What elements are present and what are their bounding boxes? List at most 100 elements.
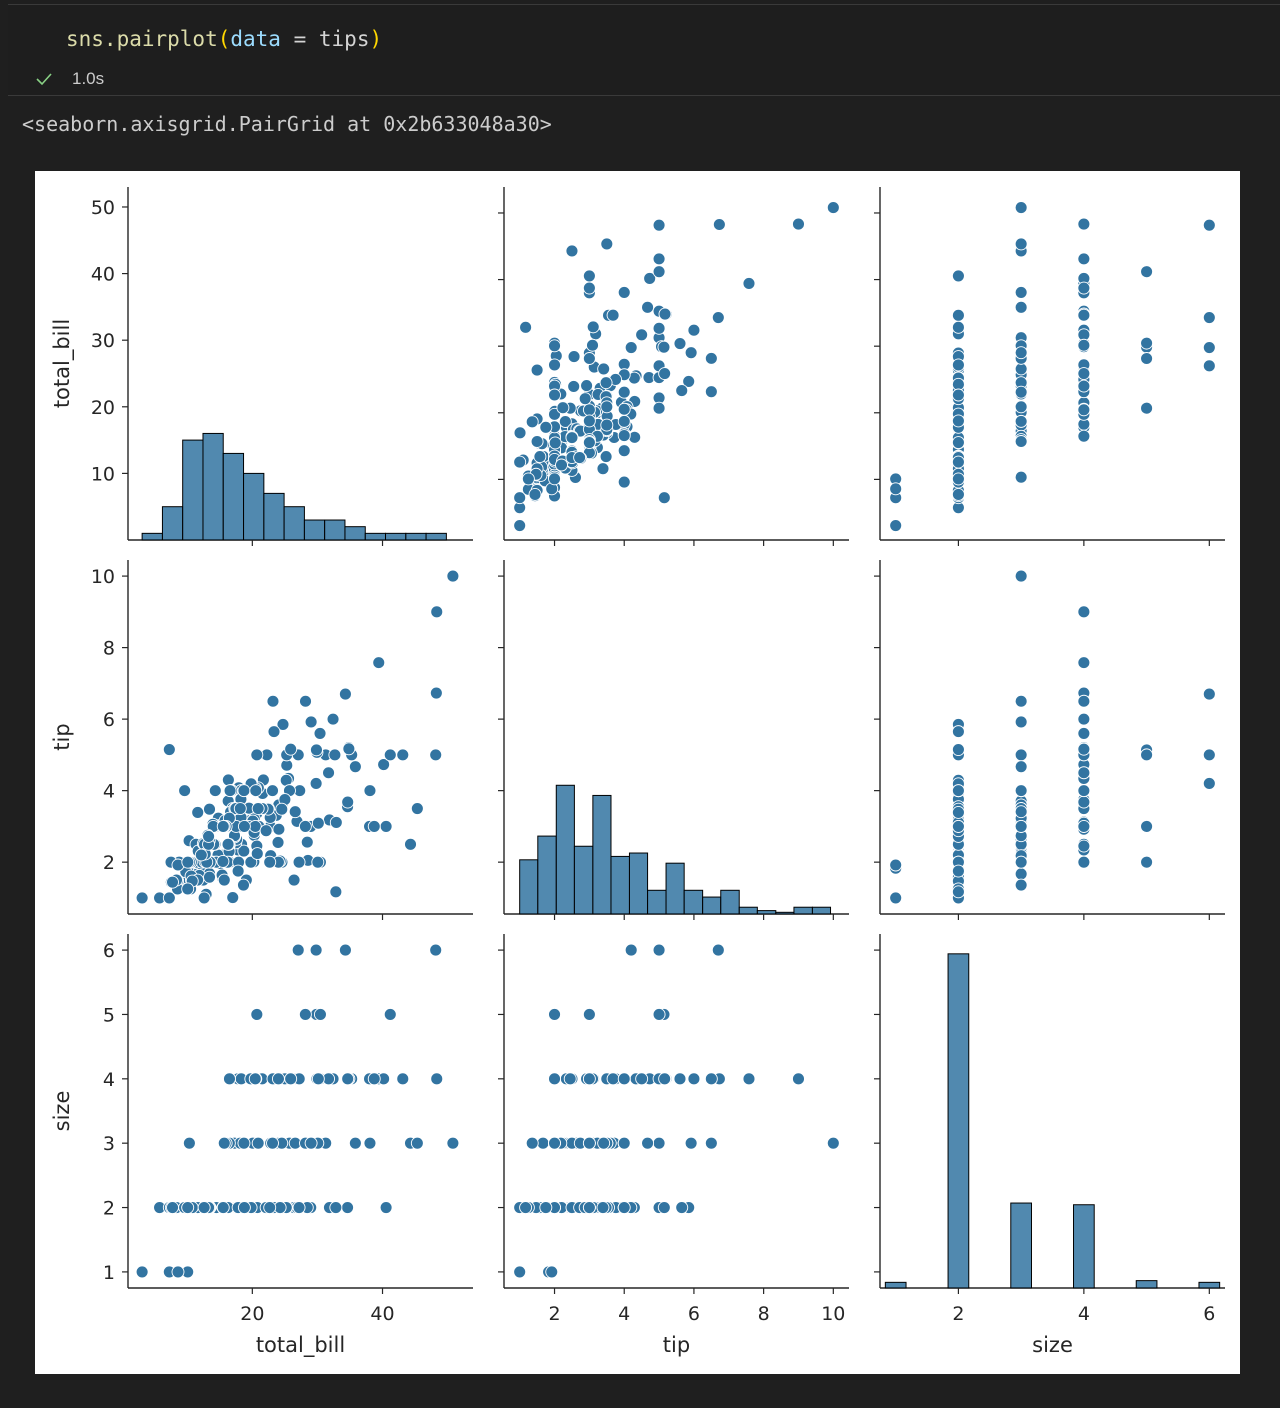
scatter-point-total_bill-vs-tip	[311, 816, 325, 830]
output-text[interactable]: <seaborn.axisgrid.PairGrid at 0x2b633048…	[22, 112, 552, 136]
scatter-point-tip-vs-total_bill	[582, 352, 596, 365]
scatter-point-tip-vs-total_bill	[635, 328, 649, 342]
scatter-point-total_bill-vs-tip	[410, 802, 424, 815]
scatter-point-size-vs-tip	[1014, 784, 1028, 798]
scatter-point-tip-vs-total_bill	[617, 429, 631, 443]
code-cell[interactable]: sns.pairplot(data = tips) 1.0s	[8, 4, 1280, 96]
scatter-point-total_bill-vs-size	[379, 1201, 393, 1214]
hist-bar-tip	[573, 845, 594, 915]
hist-bar-tip	[756, 910, 777, 915]
scatter-point-total_bill-vs-tip	[250, 748, 264, 762]
scatter-point-total_bill-vs-size	[266, 1136, 279, 1150]
hist-bar-total-bill	[141, 532, 163, 541]
scatter-point-total_bill-vs-tip	[237, 819, 251, 833]
scatter-point-total_bill-vs-tip	[292, 855, 306, 869]
scatter-point-total_bill-vs-tip	[326, 712, 340, 726]
scatter-point-size-vs-total_bill	[1077, 338, 1091, 352]
scatter-point-total_bill-vs-size	[237, 1136, 251, 1150]
x-tick-label: 4	[618, 1303, 630, 1325]
scatter-point-size-vs-total_bill	[951, 377, 965, 391]
hist-bar-total-bill	[222, 452, 245, 541]
scatter-point-tip-vs-total_bill	[580, 379, 594, 393]
scatter-point-total_bill-vs-size	[251, 1136, 265, 1150]
scatter-point-tip-vs-size	[582, 1136, 596, 1150]
scatter-point-size-vs-total_bill	[951, 358, 965, 372]
scatter-point-total_bill-vs-tip	[372, 656, 386, 670]
scatter-point-size-vs-total_bill	[1140, 265, 1154, 279]
scatter-point-size-vs-total_bill	[1202, 311, 1216, 324]
scatter-point-total_bill-vs-tip	[311, 855, 325, 869]
hist-bar-tip	[665, 862, 685, 915]
scatter-point-size-vs-tip	[1014, 694, 1028, 708]
scatter-point-size-vs-tip	[1077, 694, 1091, 708]
scatter-point-tip-vs-size	[519, 1201, 533, 1214]
y-tick-label: 2	[103, 1198, 115, 1220]
x-axis-title: size	[1032, 1333, 1073, 1357]
scatter-point-total_bill-vs-size	[135, 1265, 149, 1279]
scatter-point-size-vs-total_bill	[1077, 217, 1091, 231]
y-tick-label: 2	[103, 852, 115, 874]
scatter-point-total_bill-vs-tip	[237, 784, 251, 798]
scatter-point-size-vs-tip	[1077, 766, 1091, 780]
scatter-point-size-vs-tip	[951, 784, 965, 798]
scatter-point-size-vs-total_bill	[951, 388, 965, 402]
scatter-point-tip-vs-size	[704, 1136, 718, 1150]
scatter-point-total_bill-vs-size	[341, 1201, 355, 1214]
scatter-point-tip-vs-size	[617, 1072, 631, 1086]
scatter-point-size-vs-tip	[1014, 760, 1028, 774]
scatter-point-tip-vs-total_bill	[556, 401, 570, 415]
scatter-point-tip-vs-total_bill	[673, 337, 687, 350]
scatter-point-tip-vs-total_bill	[742, 276, 756, 290]
scatter-point-tip-vs-total_bill	[658, 367, 672, 381]
scatter-point-size-vs-tip	[951, 805, 965, 819]
y-axis-title: size	[50, 1091, 74, 1132]
scatter-point-size-vs-total_bill	[1014, 346, 1028, 360]
hist-bar-total-bill	[161, 506, 184, 541]
scatter-point-total_bill-vs-size	[341, 1072, 355, 1086]
code-arg: tips	[318, 27, 370, 51]
scatter-point-total_bill-vs-tip	[348, 760, 362, 774]
scatter-point-size-vs-tip	[1077, 712, 1091, 726]
hist-bar-tip	[811, 906, 832, 915]
scatter-point-total_bill-vs-size	[217, 1136, 231, 1150]
x-tick-label: 6	[1203, 1303, 1215, 1325]
scatter-point-size-vs-total_bill	[1202, 341, 1216, 354]
scatter-point-total_bill-vs-size	[313, 1008, 327, 1021]
scatter-point-tip-vs-total_bill	[712, 218, 726, 231]
hist-bar-total-bill	[364, 532, 387, 541]
scatter-point-tip-vs-total_bill	[548, 339, 561, 353]
scatter-point-size-vs-tip	[889, 858, 903, 872]
code-line[interactable]: sns.pairplot(data = tips)	[66, 27, 382, 51]
scatter-point-size-vs-tip	[951, 864, 965, 878]
scatter-point-tip-vs-total_bill	[548, 472, 561, 486]
hist-bar-tip	[628, 852, 649, 915]
scatter-point-total_bill-vs-tip	[313, 726, 327, 740]
hist-bar-tip	[537, 835, 557, 915]
scatter-point-tip-vs-total_bill	[600, 418, 614, 432]
scatter-point-tip-vs-total_bill	[513, 491, 527, 505]
scatter-point-size-vs-tip	[951, 743, 965, 756]
scatter-point-total_bill-vs-size	[223, 1072, 236, 1086]
x-axis-title: tip	[663, 1333, 690, 1357]
scatter-point-tip-vs-size	[635, 1072, 649, 1086]
scatter-point-tip-vs-total_bill	[617, 444, 631, 458]
hist-bar-tip	[702, 896, 722, 915]
scatter-point-size-vs-total_bill	[1014, 300, 1028, 314]
scatter-point-tip-vs-total_bill	[548, 407, 561, 421]
scatter-point-size-vs-total_bill	[951, 269, 965, 283]
scatter-point-total_bill-vs-tip	[429, 686, 443, 700]
scatter-point-total_bill-vs-tip	[328, 748, 342, 762]
scatter-point-tip-vs-size	[548, 1072, 561, 1086]
scatter-point-size-vs-tip	[951, 819, 965, 833]
scatter-point-size-vs-tip	[1077, 726, 1091, 740]
scatter-point-total_bill-vs-tip	[191, 805, 205, 819]
scatter-point-total_bill-vs-tip	[363, 784, 377, 798]
scatter-point-size-vs-tip	[1140, 855, 1154, 869]
y-tick-label: 40	[91, 264, 115, 286]
scatter-point-size-vs-total_bill	[1077, 308, 1091, 322]
scatter-point-tip-vs-size	[641, 1136, 655, 1150]
scatter-point-total_bill-vs-tip	[367, 819, 381, 833]
scatter-point-total_bill-vs-tip	[178, 784, 192, 798]
scatter-point-total_bill-vs-tip	[275, 802, 289, 816]
scatter-point-total_bill-vs-tip	[377, 758, 391, 771]
